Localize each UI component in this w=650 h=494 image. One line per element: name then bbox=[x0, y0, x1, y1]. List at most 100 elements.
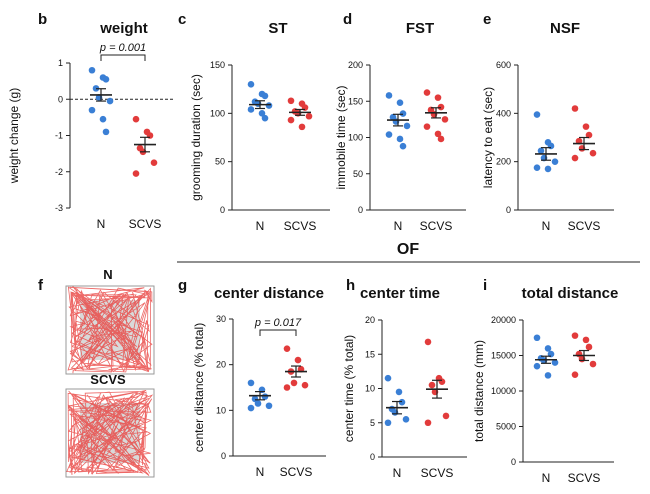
data-point bbox=[395, 388, 403, 396]
y-tick-label: 100 bbox=[210, 108, 225, 118]
chart-title: ST bbox=[268, 20, 287, 37]
y-tick-label: 150 bbox=[348, 96, 363, 106]
data-point bbox=[290, 379, 298, 387]
data-point bbox=[544, 165, 552, 173]
y-tick-label: -2 bbox=[55, 167, 63, 177]
data-point bbox=[424, 419, 432, 427]
chart-panel-g: g center distance 0 10 20 30 N SCVS center dista… bbox=[178, 277, 326, 479]
arena-track bbox=[67, 286, 153, 374]
arena-n: N bbox=[65, 267, 155, 375]
x-tick-label: N bbox=[256, 465, 265, 479]
y-tick-label: 1 bbox=[58, 58, 63, 68]
y-tick-label: 20 bbox=[365, 315, 375, 325]
chart-panel-d: d FST 0 50 100 150 200 N SCVS immobile time (sec) bbox=[334, 11, 466, 233]
y-axis-label: grooming duration (sec) bbox=[189, 74, 203, 201]
significance-label: p = 0.001 bbox=[99, 42, 146, 54]
data-point bbox=[265, 102, 273, 109]
y-tick-label: 0 bbox=[220, 205, 225, 215]
data-point bbox=[261, 393, 269, 400]
chart-title: center distance bbox=[214, 285, 324, 302]
data-point bbox=[385, 131, 393, 138]
data-point bbox=[399, 142, 407, 150]
chart-panel-e: e NSF 0 200 400 600 N SCVS latency to eat (sec) bbox=[481, 11, 614, 233]
data-point bbox=[582, 336, 590, 344]
y-tick-label: 0 bbox=[511, 457, 516, 467]
y-tick-label: 200 bbox=[496, 157, 511, 167]
data-point bbox=[423, 89, 431, 96]
y-axis-label: immobile time (sec) bbox=[334, 85, 348, 189]
data-point bbox=[434, 130, 442, 138]
y-tick-label: 600 bbox=[496, 60, 511, 70]
data-point bbox=[428, 381, 436, 389]
y-tick-label: 15000 bbox=[491, 351, 516, 361]
data-point bbox=[247, 81, 255, 88]
y-tick-label: 50 bbox=[215, 157, 225, 167]
y-axis-label: total distance (mm) bbox=[472, 340, 486, 442]
y-axis-label: center time (% total) bbox=[342, 335, 356, 442]
data-point bbox=[442, 412, 450, 420]
y-tick-label: 10 bbox=[365, 384, 375, 394]
data-point bbox=[437, 103, 445, 111]
y-tick-label: 0 bbox=[221, 451, 226, 461]
y-tick-label: 400 bbox=[496, 108, 511, 118]
data-point bbox=[438, 378, 446, 385]
panel-label: d bbox=[343, 11, 352, 28]
data-point bbox=[258, 110, 266, 117]
data-point bbox=[287, 97, 295, 105]
chart-title: NSF bbox=[550, 20, 580, 37]
data-point bbox=[384, 374, 392, 382]
data-point bbox=[533, 111, 541, 118]
x-tick-label: SCVS bbox=[421, 466, 454, 480]
x-tick-label: SCVS bbox=[568, 471, 601, 485]
y-tick-label: 200 bbox=[348, 60, 363, 70]
data-point bbox=[589, 149, 597, 157]
panel-label: f bbox=[38, 277, 44, 294]
data-point bbox=[102, 76, 110, 83]
arena-label: N bbox=[103, 267, 112, 282]
data-point bbox=[537, 147, 545, 155]
data-point bbox=[287, 116, 295, 124]
data-point bbox=[283, 345, 291, 352]
data-point bbox=[437, 135, 445, 143]
arena-panel-f: f N SCVS bbox=[38, 267, 155, 478]
x-tick-label: N bbox=[97, 217, 106, 231]
y-tick-label: 20 bbox=[216, 360, 226, 370]
data-point bbox=[551, 158, 559, 165]
panel-label: b bbox=[38, 11, 47, 28]
data-point bbox=[396, 135, 404, 143]
data-point bbox=[551, 359, 559, 366]
data-point bbox=[247, 379, 255, 387]
data-point bbox=[585, 131, 593, 139]
data-point bbox=[132, 170, 140, 177]
data-point bbox=[254, 400, 262, 407]
data-point bbox=[106, 97, 114, 105]
data-point bbox=[589, 360, 597, 368]
data-point bbox=[99, 115, 107, 123]
data-point bbox=[384, 419, 392, 427]
x-tick-label: N bbox=[256, 219, 265, 233]
panel-label: h bbox=[346, 277, 355, 294]
data-point bbox=[571, 332, 579, 339]
data-point bbox=[434, 94, 442, 101]
x-tick-label: N bbox=[542, 471, 551, 485]
data-point bbox=[88, 66, 96, 74]
x-tick-label: SCVS bbox=[284, 219, 317, 233]
data-point bbox=[399, 110, 407, 117]
y-axis-label: center distance (% total) bbox=[192, 323, 206, 452]
data-point bbox=[582, 123, 590, 130]
x-tick-label: N bbox=[393, 466, 402, 480]
data-point bbox=[571, 154, 579, 162]
data-point bbox=[424, 338, 432, 346]
arena-scvs: SCVS bbox=[65, 372, 155, 478]
y-tick-label: 0 bbox=[370, 452, 375, 462]
panel-label: i bbox=[483, 277, 487, 294]
y-tick-label: 50 bbox=[353, 169, 363, 179]
y-axis-label: weight change (g) bbox=[7, 88, 21, 184]
chart-title: total distance bbox=[522, 285, 619, 302]
panel-label: c bbox=[178, 11, 186, 28]
data-point bbox=[398, 398, 406, 406]
x-tick-label: SCVS bbox=[280, 465, 313, 479]
data-point bbox=[150, 159, 158, 166]
chart-title: FST bbox=[406, 20, 434, 37]
